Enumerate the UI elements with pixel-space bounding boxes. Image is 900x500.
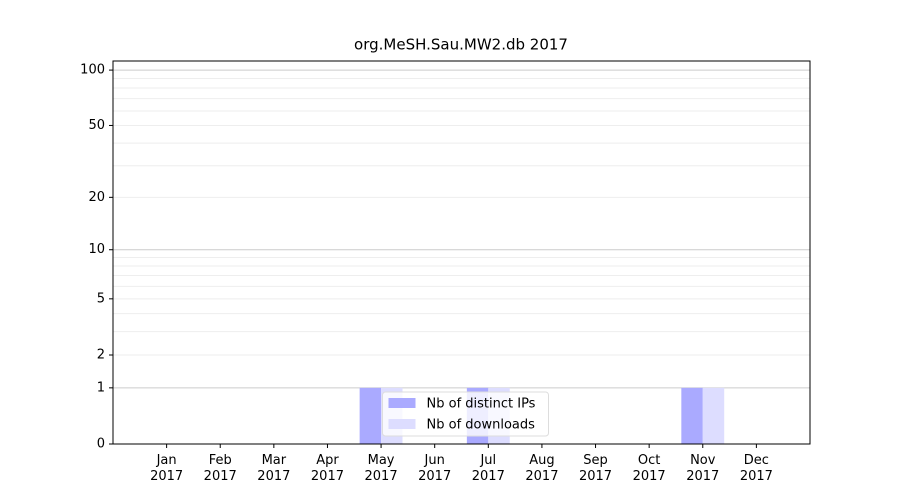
bar	[359, 387, 382, 444]
legend-label: Nb of downloads	[427, 418, 536, 433]
x-tick-label: Mar 2017	[257, 453, 291, 484]
legend-label: Nb of distinct IPs	[427, 397, 536, 412]
y-tick-label: 1	[97, 380, 105, 395]
chart-title: org.MeSH.Sau.MW2.db 2017	[354, 36, 568, 54]
y-tick-label: 20	[88, 190, 105, 205]
y-tick-label: 5	[97, 291, 105, 306]
legend-box	[382, 391, 549, 437]
x-tick-label: Dec 2017	[739, 453, 773, 484]
y-tick-label: 10	[88, 242, 105, 257]
x-tick-label: Apr 2017	[310, 453, 344, 484]
x-tick-label: Jul 2017	[471, 453, 505, 484]
x-tick-label: Jun 2017	[418, 453, 452, 484]
bar	[681, 387, 703, 444]
x-tick-label: Nov 2017	[686, 453, 720, 484]
legend-swatch	[388, 398, 416, 408]
x-tick-label: Jan 2017	[150, 453, 184, 484]
bar	[702, 387, 725, 444]
y-tick-label: 100	[80, 63, 105, 78]
x-tick-label: Feb 2017	[203, 453, 237, 484]
x-tick-label: Oct 2017	[632, 453, 666, 484]
y-tick-label: 0	[97, 437, 105, 452]
x-tick-label: May 2017	[364, 453, 398, 484]
x-tick-label: Sep 2017	[578, 453, 613, 484]
x-tick-label: Aug 2017	[525, 453, 559, 484]
y-tick-label: 50	[88, 118, 105, 133]
legend-swatch	[388, 419, 416, 429]
plot-frame	[112, 60, 811, 445]
y-tick-label: 2	[97, 347, 105, 362]
